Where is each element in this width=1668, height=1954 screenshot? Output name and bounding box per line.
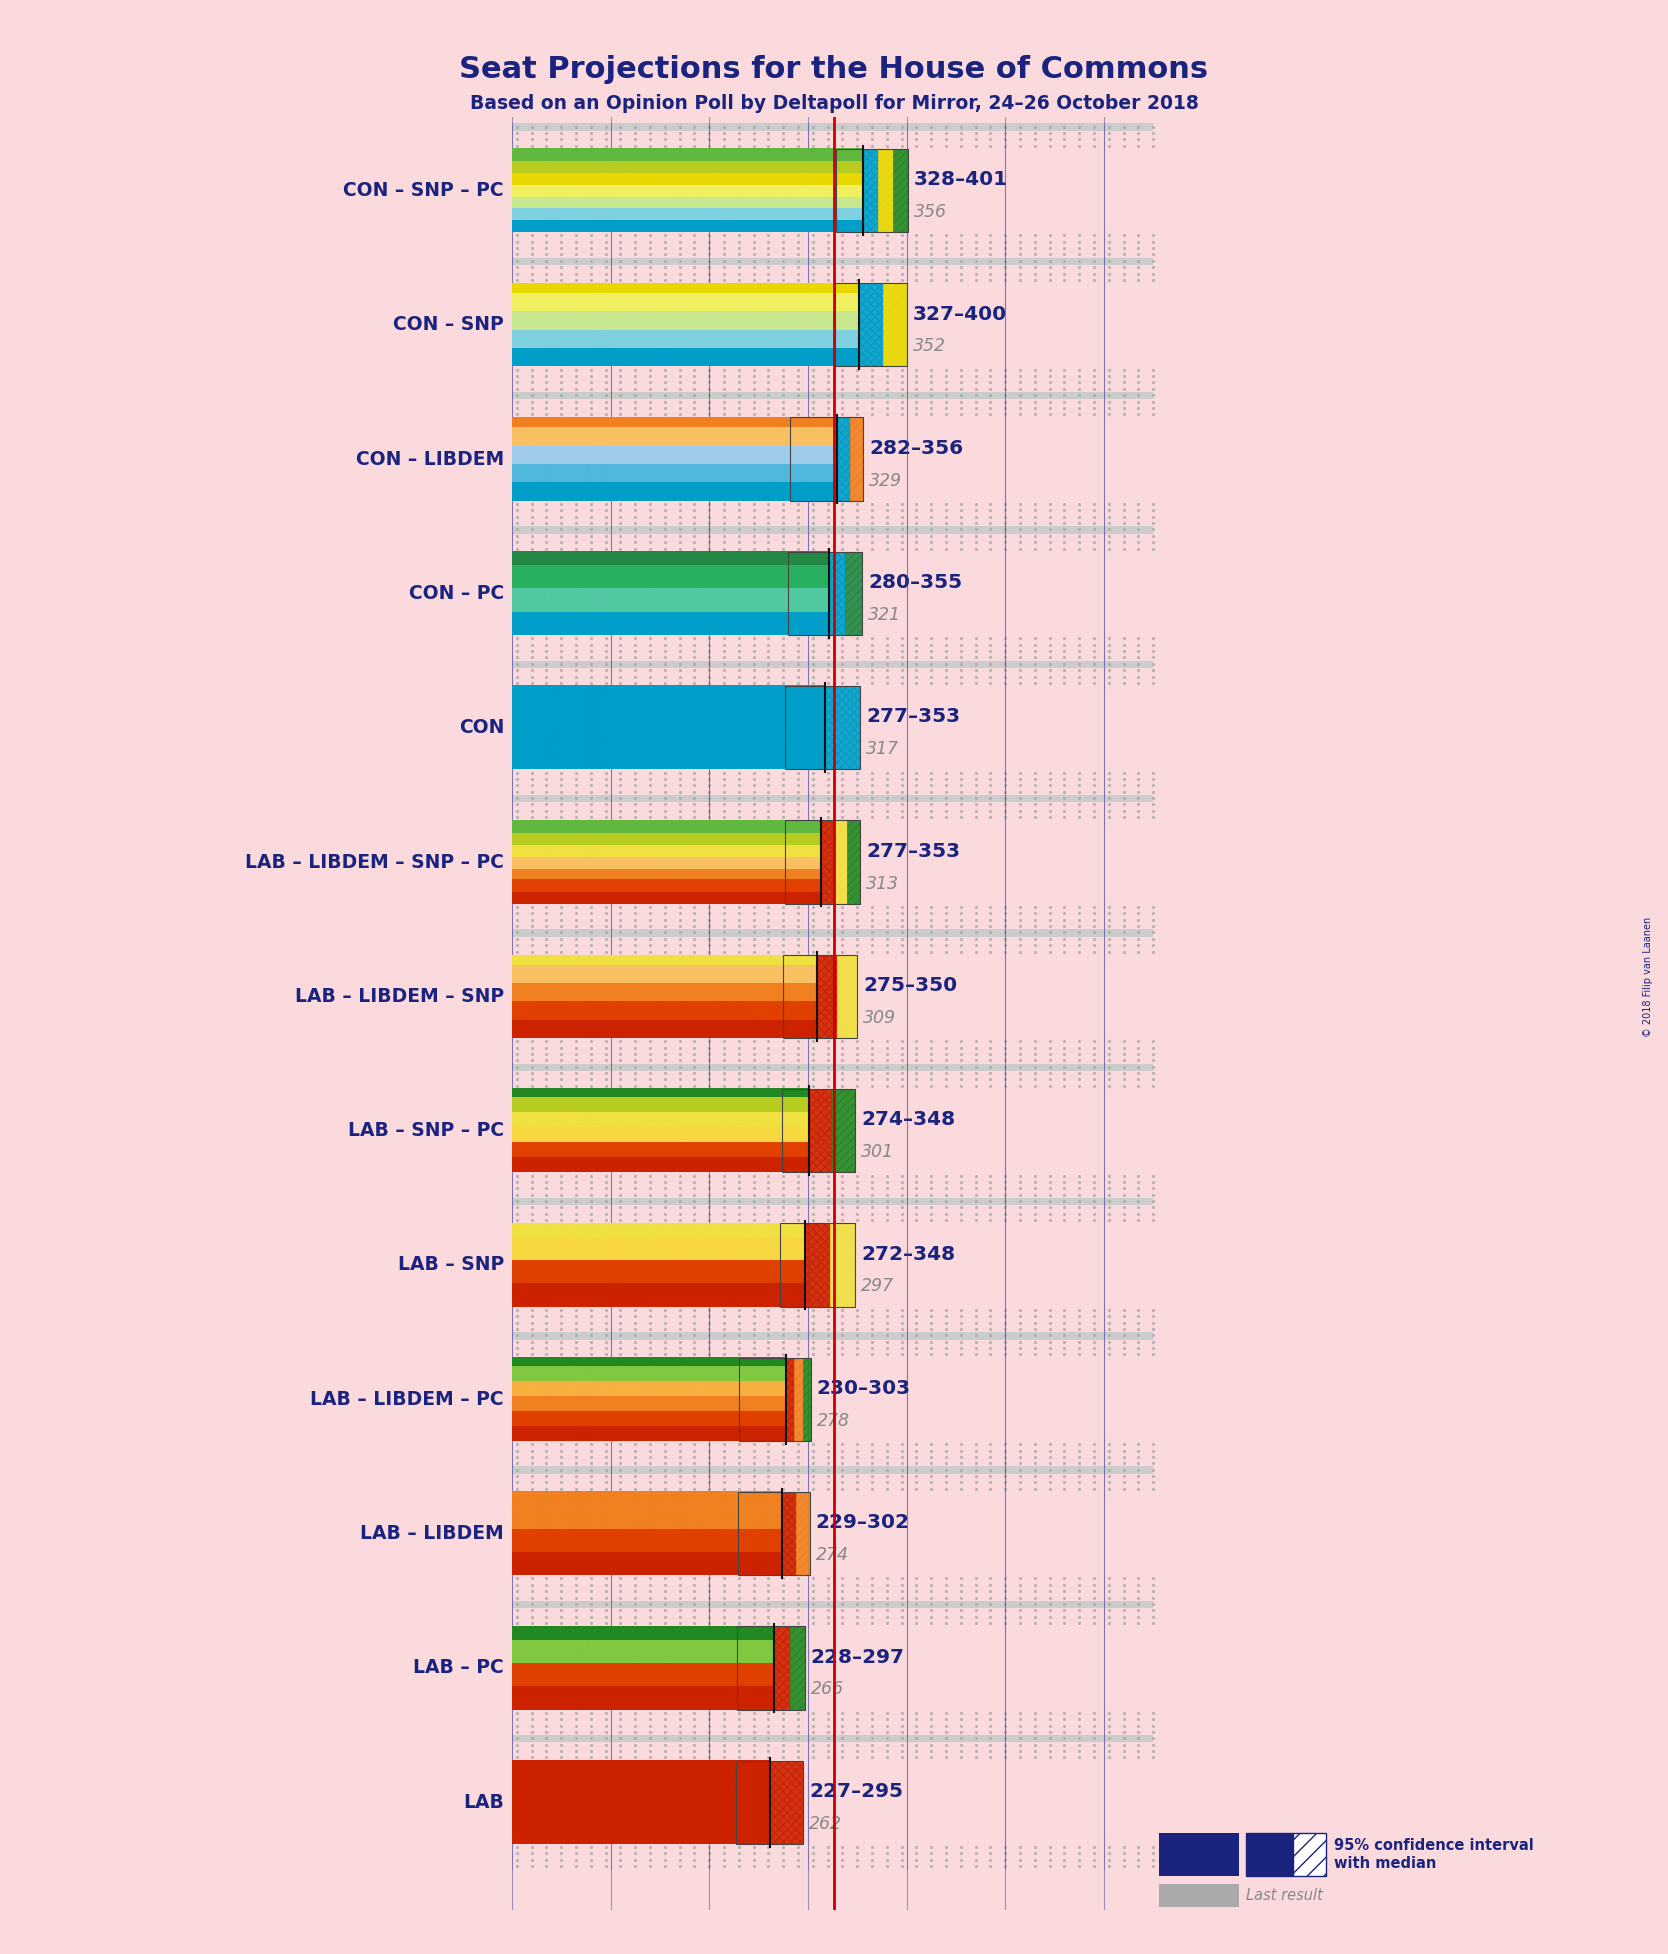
Bar: [846, 551, 862, 635]
Text: 328–401: 328–401: [914, 170, 1007, 190]
Bar: [512, 526, 1153, 533]
Text: 329: 329: [869, 471, 902, 490]
Text: 282–356: 282–356: [869, 440, 962, 457]
Text: 228–297: 228–297: [811, 1647, 904, 1667]
Bar: [512, 1735, 1153, 1743]
Bar: [862, 149, 877, 233]
Text: 272–348: 272–348: [861, 1245, 956, 1264]
Bar: [829, 551, 846, 635]
Bar: [847, 821, 861, 903]
Text: 356: 356: [914, 203, 946, 221]
Text: 301: 301: [861, 1143, 894, 1161]
Bar: [782, 1493, 796, 1575]
Bar: [834, 821, 847, 903]
Text: LAB: LAB: [464, 1792, 504, 1811]
Text: LAB – PC: LAB – PC: [414, 1659, 504, 1677]
Bar: [836, 149, 907, 233]
Text: Seat Projections for the House of Commons: Seat Projections for the House of Common…: [459, 55, 1209, 84]
Text: LAB – SNP: LAB – SNP: [397, 1256, 504, 1274]
Bar: [512, 1333, 1153, 1340]
Bar: [834, 283, 907, 367]
Bar: [831, 1223, 856, 1307]
Text: 313: 313: [866, 875, 899, 893]
Text: © 2018 Filip van Laanen: © 2018 Filip van Laanen: [1643, 916, 1653, 1038]
Text: 262: 262: [809, 1815, 842, 1833]
Bar: [877, 149, 892, 233]
Bar: [771, 1761, 802, 1845]
Bar: [786, 1358, 794, 1440]
Text: CON – SNP: CON – SNP: [394, 315, 504, 334]
Bar: [821, 821, 834, 903]
Bar: [781, 1223, 856, 1307]
Text: 275–350: 275–350: [862, 977, 957, 995]
Text: 278: 278: [817, 1413, 849, 1430]
Bar: [736, 1761, 802, 1845]
Bar: [789, 551, 862, 635]
Bar: [512, 393, 1153, 399]
Bar: [512, 1063, 1153, 1071]
Bar: [512, 795, 1153, 803]
Bar: [512, 1198, 1153, 1206]
Bar: [817, 956, 837, 1038]
Bar: [859, 283, 882, 367]
Bar: [837, 418, 849, 500]
Bar: [782, 1088, 856, 1172]
Bar: [806, 1223, 831, 1307]
Bar: [512, 660, 1153, 668]
Text: 230–303: 230–303: [817, 1380, 911, 1397]
Text: Based on an Opinion Poll by Deltapoll for Mirror, 24–26 October 2018: Based on an Opinion Poll by Deltapoll fo…: [470, 94, 1198, 113]
Text: 95% confidence interval
with median: 95% confidence interval with median: [1334, 1839, 1535, 1870]
Bar: [739, 1358, 811, 1440]
Bar: [737, 1626, 806, 1710]
Bar: [809, 1088, 832, 1172]
Bar: [832, 1088, 856, 1172]
Text: 352: 352: [912, 338, 946, 356]
Bar: [789, 1626, 806, 1710]
Bar: [512, 1600, 1153, 1608]
Text: LAB – SNP – PC: LAB – SNP – PC: [349, 1122, 504, 1141]
Bar: [882, 283, 907, 367]
Bar: [802, 1358, 811, 1440]
Bar: [784, 956, 857, 1038]
Text: 309: 309: [862, 1008, 896, 1028]
Bar: [786, 686, 861, 770]
Text: CON – PC: CON – PC: [409, 584, 504, 604]
Bar: [512, 1466, 1153, 1473]
Bar: [512, 123, 1153, 131]
Text: 266: 266: [811, 1680, 844, 1698]
Bar: [774, 1626, 789, 1710]
Bar: [796, 1493, 811, 1575]
Bar: [849, 418, 862, 500]
Text: 327–400: 327–400: [912, 305, 1006, 324]
Bar: [791, 418, 862, 500]
Bar: [786, 821, 861, 903]
Bar: [824, 686, 861, 770]
Text: 274–348: 274–348: [861, 1110, 956, 1129]
Text: 229–302: 229–302: [816, 1512, 909, 1532]
Text: CON: CON: [459, 719, 504, 737]
Text: LAB – LIBDEM: LAB – LIBDEM: [360, 1524, 504, 1544]
Bar: [837, 956, 857, 1038]
Text: CON – SNP – PC: CON – SNP – PC: [344, 182, 504, 199]
Text: 277–353: 277–353: [866, 842, 961, 862]
Bar: [512, 930, 1153, 936]
Text: 297: 297: [861, 1278, 894, 1296]
Bar: [512, 258, 1153, 266]
Text: 280–355: 280–355: [867, 573, 962, 592]
Text: CON – LIBDEM: CON – LIBDEM: [355, 449, 504, 469]
Text: 277–353: 277–353: [866, 707, 961, 727]
Text: LAB – LIBDEM – PC: LAB – LIBDEM – PC: [310, 1389, 504, 1409]
Bar: [794, 1358, 802, 1440]
Text: LAB – LIBDEM – SNP – PC: LAB – LIBDEM – SNP – PC: [245, 852, 504, 871]
Text: LAB – LIBDEM – SNP: LAB – LIBDEM – SNP: [295, 987, 504, 1006]
Text: Last result: Last result: [1246, 1888, 1323, 1903]
Bar: [737, 1493, 811, 1575]
Text: 274: 274: [816, 1546, 849, 1563]
Text: 317: 317: [866, 741, 899, 758]
Bar: [892, 149, 907, 233]
Text: 227–295: 227–295: [809, 1782, 902, 1802]
Text: 321: 321: [867, 606, 901, 623]
